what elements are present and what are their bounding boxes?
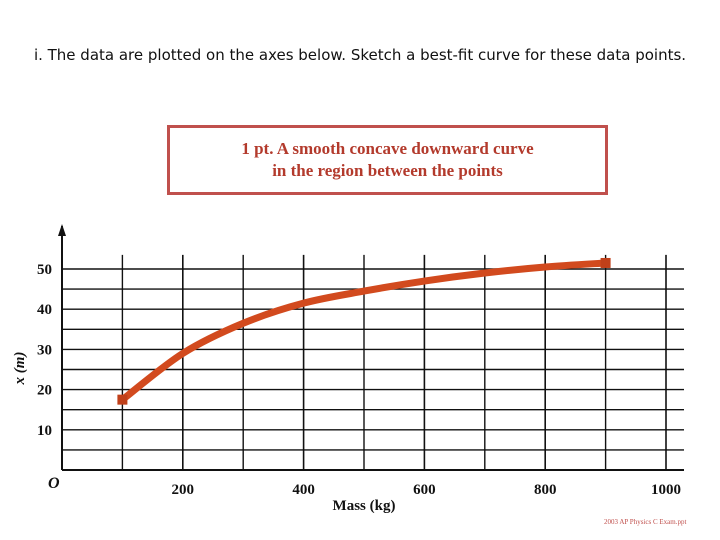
y-tick-label: 50 [37, 262, 52, 278]
x-tick-label: 600 [413, 482, 436, 498]
y-axis-arrow [58, 224, 66, 236]
x-tick-label: 200 [172, 482, 195, 498]
origin-label: O [48, 475, 60, 492]
data-point [117, 394, 128, 405]
x-tick-label: 400 [292, 482, 315, 498]
x-tick-label: 800 [534, 482, 557, 498]
y-tick-label: 30 [37, 342, 52, 358]
y-tick-label: 20 [37, 383, 52, 399]
axes [58, 224, 684, 471]
x-axis-label: Mass (kg) [333, 498, 396, 514]
data-point [600, 257, 611, 268]
y-tick-label: 10 [37, 423, 52, 439]
source-note: 2003 AP Physics C Exam.ppt [604, 518, 687, 526]
callout-line-2: in the region between the points [272, 161, 503, 180]
x-tick-label: 1000 [651, 482, 681, 498]
y-axis-label: x (m) [12, 352, 28, 386]
y-tick-label: 40 [37, 302, 52, 318]
tick-labels: 200 400 600 800 1000 10 20 30 40 50 [37, 262, 681, 498]
callout-line-1: 1 pt. A smooth concave downward curve [241, 139, 534, 158]
instruction-text: i. The data are plotted on the axes belo… [33, 46, 687, 64]
scoring-callout: 1 pt. A smooth concave downward curve in… [167, 125, 608, 195]
series [117, 257, 611, 405]
best-fit-curve [118, 259, 610, 404]
